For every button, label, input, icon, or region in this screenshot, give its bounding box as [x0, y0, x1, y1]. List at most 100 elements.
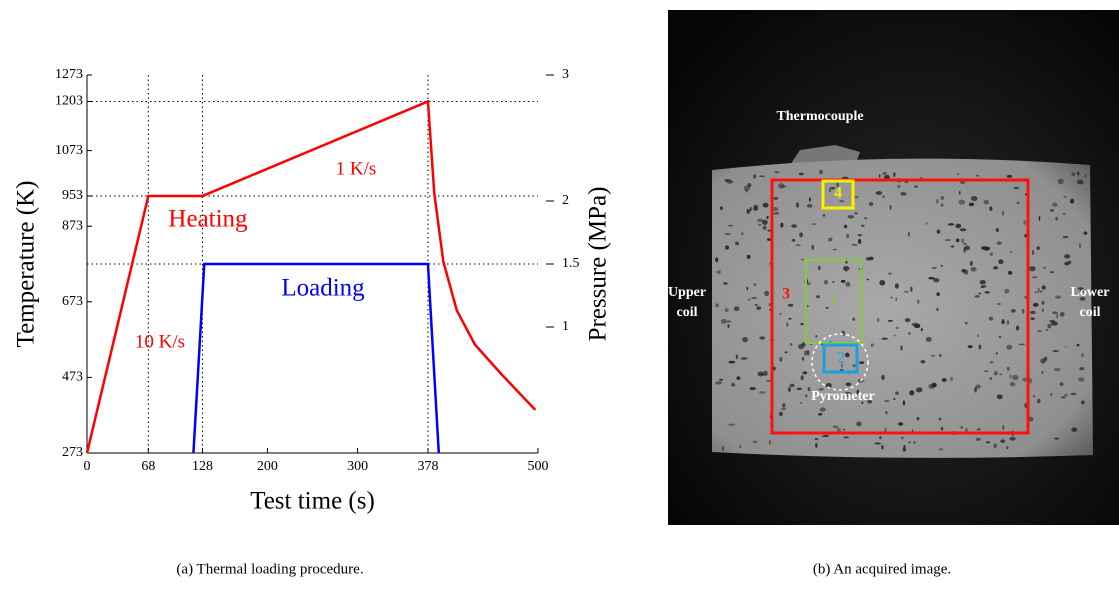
speckle — [1041, 300, 1045, 305]
speckle — [1001, 320, 1005, 325]
speckle — [772, 207, 779, 212]
speckle — [791, 239, 796, 242]
speckle — [803, 350, 808, 356]
speckle — [800, 322, 804, 326]
speckle — [725, 245, 729, 250]
speckle — [757, 218, 763, 223]
speckle — [742, 336, 749, 343]
y-tick-label: 273 — [62, 445, 83, 460]
speckle — [715, 303, 719, 308]
speckle — [747, 298, 751, 301]
speckle — [908, 441, 912, 444]
speckle — [1022, 377, 1028, 382]
speckle — [868, 256, 874, 261]
speckle — [1052, 349, 1060, 353]
annotation: 1 K/s — [336, 158, 377, 179]
speckle — [1022, 308, 1025, 314]
speckle — [858, 361, 865, 365]
speckle — [861, 401, 864, 405]
speckle — [950, 245, 955, 248]
speckle — [780, 407, 787, 411]
speckle — [993, 443, 998, 449]
speckle — [1077, 179, 1084, 185]
speckle — [976, 174, 980, 177]
y-axis-label: Temperature (K) — [13, 181, 40, 348]
speckle — [727, 323, 730, 329]
speckle — [1009, 251, 1013, 253]
speckle — [1052, 311, 1058, 315]
speckle — [832, 248, 837, 251]
speckle — [897, 184, 901, 189]
speckle — [728, 423, 735, 426]
speckle — [815, 335, 818, 338]
speckle — [1071, 172, 1076, 177]
speckle — [759, 175, 765, 178]
speckle — [940, 203, 944, 207]
speckle — [913, 441, 916, 444]
speckle — [720, 318, 727, 324]
speckle — [1012, 374, 1019, 381]
speckle — [854, 195, 859, 199]
speckle — [854, 212, 858, 215]
speckle — [989, 252, 994, 256]
speckle — [1079, 288, 1087, 293]
speckle — [788, 317, 792, 320]
speckle — [904, 318, 911, 323]
speckle — [1077, 287, 1084, 290]
speckle — [715, 257, 719, 263]
speckle — [1030, 317, 1035, 320]
speckle — [1036, 246, 1040, 251]
image-label: coil — [1080, 305, 1101, 320]
speckle — [870, 343, 874, 347]
speckle — [969, 260, 974, 267]
speckle — [757, 371, 764, 377]
speckle — [998, 335, 1002, 339]
speckle — [928, 276, 935, 280]
speckle — [1059, 382, 1064, 387]
y2-tick-label: 3 — [562, 67, 569, 82]
speckle — [938, 417, 942, 421]
speckle — [913, 323, 921, 329]
speckle — [955, 223, 962, 229]
speckle — [915, 387, 923, 393]
speckle — [719, 206, 724, 210]
speckle — [840, 279, 846, 283]
speckle — [787, 386, 791, 393]
speckle — [1079, 296, 1086, 301]
speckle — [983, 199, 990, 205]
speckle — [727, 224, 734, 227]
speckle — [933, 277, 940, 283]
image-label: Lower — [1071, 285, 1110, 300]
speckle — [795, 244, 801, 247]
speckle — [845, 382, 852, 387]
speckle — [828, 237, 833, 242]
speckle — [1076, 343, 1080, 347]
speckle — [975, 384, 981, 389]
speckle — [841, 363, 843, 369]
speckle — [1045, 328, 1048, 332]
speckle — [1034, 291, 1039, 294]
speckle — [909, 390, 915, 396]
speckle — [809, 197, 811, 202]
speckle — [758, 223, 762, 226]
speckle — [916, 417, 920, 421]
speckle — [894, 283, 899, 289]
speckle — [1064, 261, 1070, 266]
speckle — [817, 413, 823, 416]
speckle — [994, 371, 998, 376]
speckle — [802, 371, 808, 375]
speckle — [936, 229, 941, 234]
region-label: 1 — [829, 291, 837, 308]
speckle — [940, 264, 943, 267]
y-tick-label: 473 — [62, 370, 83, 385]
speckle — [882, 195, 885, 198]
speckle — [1006, 344, 1013, 350]
annotation: 10 K/s — [135, 331, 185, 352]
speckle — [787, 303, 794, 307]
speckle — [895, 391, 899, 395]
speckle — [846, 233, 850, 239]
speckle — [893, 172, 896, 178]
speckle — [753, 174, 756, 179]
speckle — [806, 349, 810, 356]
speckle — [735, 354, 739, 360]
